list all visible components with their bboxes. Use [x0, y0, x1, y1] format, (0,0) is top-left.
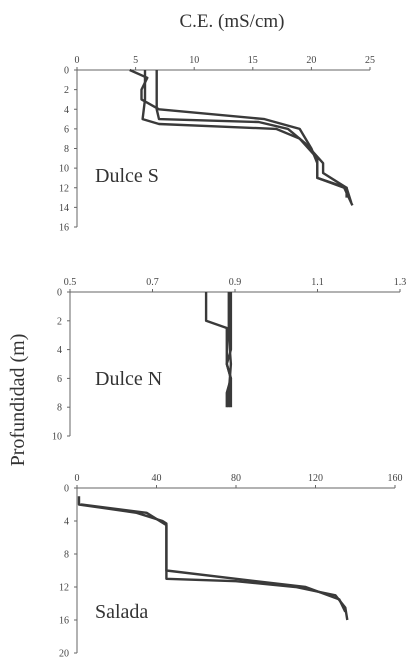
series-line-1: [129, 68, 354, 206]
series-line-2: [225, 292, 233, 408]
x-tick-label: 5: [133, 55, 138, 66]
panel-label: Salada: [95, 601, 148, 623]
y-tick-label: 14: [59, 203, 69, 214]
x-tick-label: 15: [248, 55, 258, 66]
x-tick-label: 40: [152, 473, 162, 484]
figure-top-title: C.E. (mS/cm): [179, 11, 284, 32]
series-line-2: [80, 503, 347, 613]
y-tick-label: 8: [64, 550, 69, 561]
y-tick-label: 16: [59, 223, 69, 234]
y-tick-label: 6: [64, 124, 69, 135]
x-tick-label: 20: [306, 55, 316, 66]
series-line-1: [204, 292, 233, 408]
y-tick-label: 4: [64, 105, 69, 116]
x-tick-label: 0.5: [64, 277, 77, 288]
panel-salada: 0 40 80 120 160 0 4 8 12 16 20 Salada: [59, 473, 403, 660]
x-tick-label: 160: [388, 473, 403, 484]
x-tick-label: 0: [75, 55, 80, 66]
x-tick-label: 0.9: [229, 277, 242, 288]
panel-label: Dulce N: [95, 368, 162, 390]
x-tick-label: 1.1: [311, 277, 324, 288]
y-tick-label: 2: [64, 85, 69, 96]
series-line-3: [141, 70, 348, 198]
x-tick-label: 0.7: [146, 277, 159, 288]
y-tick-label: 8: [57, 403, 62, 414]
panel-dulce-s: 0 5 10 15 20 25 0 2 4 6 8 10 12 14 16 Dulce S: [59, 55, 375, 234]
x-tick-label: 1.3: [394, 277, 407, 288]
panel-label: Dulce S: [95, 165, 159, 187]
x-tick-label: 80: [231, 473, 241, 484]
x-tick-label: 0: [75, 473, 80, 484]
y-tick-label: 6: [57, 374, 62, 385]
y-tick-label: 10: [59, 164, 69, 175]
x-tick-label: 25: [365, 55, 375, 66]
y-tick-label: 12: [59, 583, 69, 594]
y-tick-label: 0: [57, 288, 62, 299]
y-tick-label: 2: [57, 316, 62, 327]
y-tick-label: 12: [59, 183, 69, 194]
y-tick-label: 4: [57, 345, 62, 356]
y-tick-label: 0: [64, 66, 69, 77]
y-tick-label: 4: [64, 517, 69, 528]
series-line-3: [227, 292, 233, 408]
series-line-2: [155, 70, 353, 203]
figure-y-title: Profundidad (m): [7, 334, 29, 467]
y-tick-label: 0: [64, 484, 69, 495]
panel-dulce-n: 0.5 0.7 0.9 1.1 1.3 0 2 4 6 8 10 Dulce N: [52, 277, 406, 443]
y-tick-label: 8: [64, 144, 69, 155]
y-tick-label: 16: [59, 616, 69, 627]
y-tick-label: 10: [52, 432, 62, 443]
y-tick-label: 20: [59, 649, 69, 660]
x-tick-label: 10: [189, 55, 199, 66]
x-tick-label: 120: [308, 473, 323, 484]
